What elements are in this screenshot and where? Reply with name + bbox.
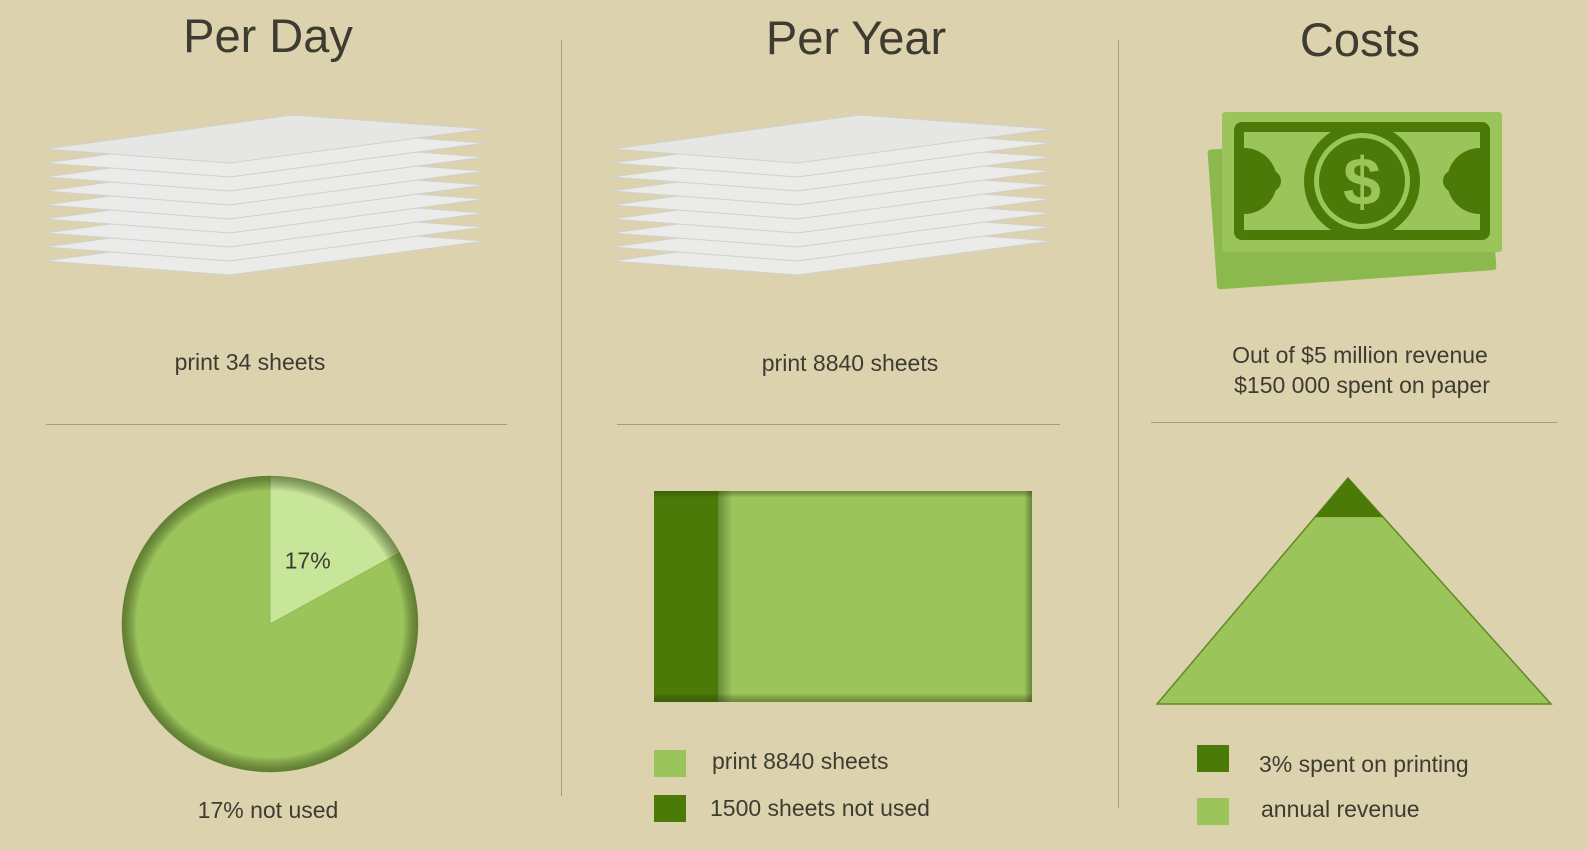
money-bill-dot-left <box>1259 170 1281 192</box>
costs-title: Costs <box>1299 13 1421 66</box>
pie-slice-label: 17% <box>285 547 331 573</box>
dollar-sign-icon: $ <box>1343 144 1381 220</box>
legend-label-sheets-printed: print 8840 sheets <box>712 748 889 774</box>
column-divider-right <box>1118 40 1119 808</box>
costs-caption-line-1: Out of $5 million revenue <box>1232 342 1488 368</box>
per-year-title: Per Year <box>765 11 947 64</box>
legend-swatch-printing-cost <box>1197 745 1229 772</box>
legend-label-annual-revenue: annual revenue <box>1261 796 1420 822</box>
money-bill-medallion-core <box>1319 138 1405 224</box>
per-day-section-divider <box>46 424 507 425</box>
pie-chart: 17% <box>121 475 419 773</box>
triangle-chart <box>1155 476 1553 705</box>
pie-shadow <box>122 476 418 772</box>
money-bill-dot-right <box>1443 170 1465 192</box>
per-year-section-divider <box>617 424 1060 425</box>
costs-caption-line-2: $150 000 spent on paper <box>1234 372 1490 398</box>
pie-caption: 17% not used <box>197 797 339 823</box>
legend-swatch-sheets-unused <box>654 795 686 822</box>
legend-label-printing-cost: 3% spent on printing <box>1259 751 1469 777</box>
paper-stack-icon <box>611 114 1053 276</box>
costs-section-divider <box>1151 422 1557 423</box>
paper-sheet <box>44 114 486 164</box>
legend-swatch-annual-revenue <box>1197 798 1229 825</box>
per-day-title: Per Day <box>183 9 353 62</box>
per-day-caption: print 34 sheets <box>174 349 326 375</box>
money-bill-icon: $ <box>1207 112 1502 290</box>
legend-label-sheets-unused: 1500 sheets not used <box>710 795 930 821</box>
paper-sheet <box>611 114 1053 164</box>
legend-swatch-sheets-printed <box>654 750 686 777</box>
triangle-printing-cost <box>1314 478 1384 518</box>
bar-edge-shadow-horizontal <box>654 491 1032 702</box>
stacked-bar-chart <box>654 491 1032 702</box>
per-year-caption: print 8840 sheets <box>761 350 939 376</box>
column-divider-left <box>561 40 562 796</box>
paper-stack-icon <box>44 114 486 276</box>
triangle-annual-revenue <box>1155 476 1553 705</box>
